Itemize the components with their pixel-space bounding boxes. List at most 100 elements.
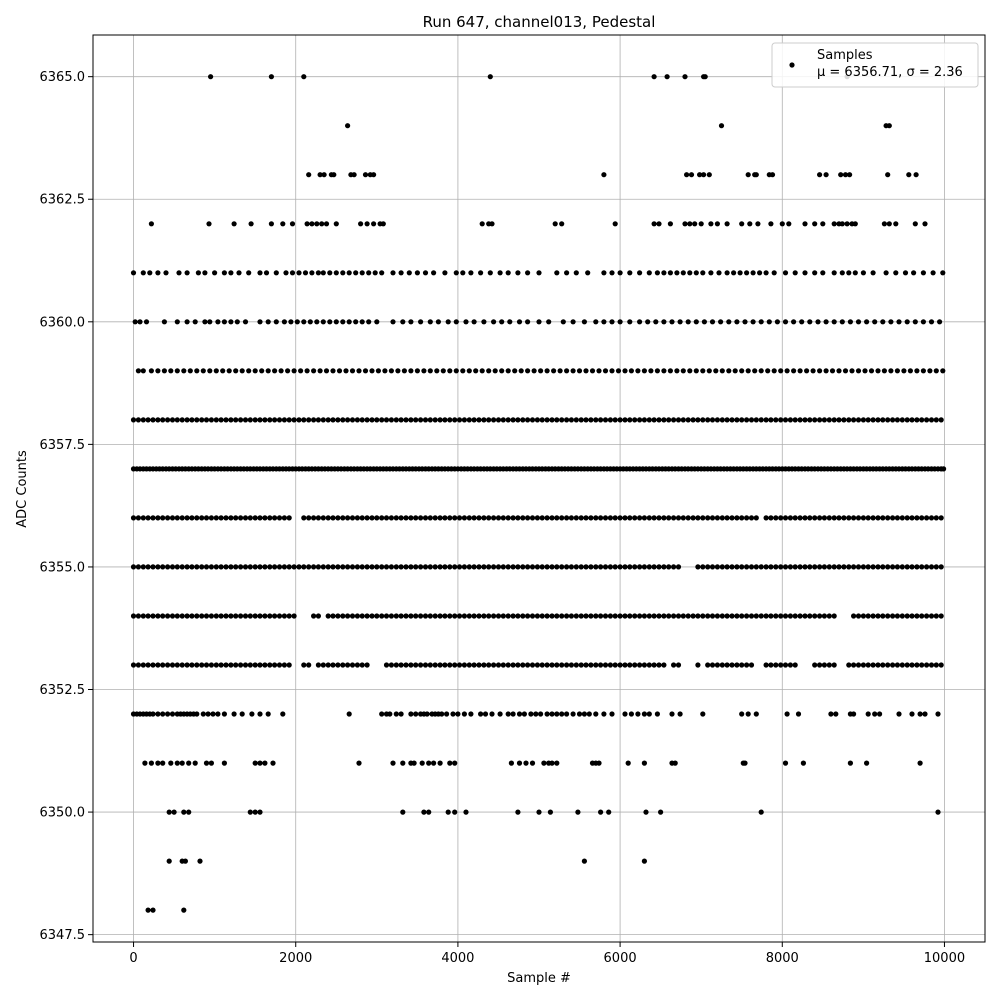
data-point (247, 613, 253, 619)
data-point (729, 515, 735, 521)
data-point (259, 368, 265, 374)
data-point (257, 515, 263, 521)
data-point (669, 319, 675, 325)
data-point (769, 172, 776, 178)
data-point (364, 515, 370, 521)
data-point (461, 613, 467, 619)
data-point (246, 270, 252, 276)
data-point (207, 368, 213, 374)
data-point (831, 515, 837, 521)
data-point (632, 564, 638, 570)
data-point (851, 613, 857, 619)
data-point (625, 760, 631, 766)
data-point (551, 368, 557, 374)
data-point (544, 368, 550, 374)
data-point (525, 515, 531, 521)
data-point (820, 221, 826, 227)
data-point (839, 270, 845, 276)
data-point (701, 172, 707, 178)
data-point (534, 417, 541, 423)
data-point (358, 221, 364, 227)
data-point (745, 172, 751, 178)
data-point (826, 515, 832, 521)
data-point (852, 221, 858, 227)
data-point (400, 760, 406, 766)
data-point (408, 564, 414, 570)
data-point (194, 417, 200, 423)
data-point (369, 368, 375, 374)
data-point (135, 564, 141, 570)
data-point (928, 319, 935, 325)
data-point (860, 515, 867, 521)
data-point (820, 270, 826, 276)
data-point (364, 662, 370, 668)
data-point (598, 515, 604, 521)
data-point (576, 711, 583, 717)
data-point (909, 564, 915, 570)
data-point (495, 564, 502, 570)
data-point (559, 515, 565, 521)
data-point (395, 368, 401, 374)
data-point (267, 515, 273, 521)
data-point (221, 270, 227, 276)
data-point (325, 662, 331, 668)
data-point (315, 417, 321, 423)
data-point (538, 368, 544, 374)
data-point (238, 417, 244, 423)
data-point (349, 613, 356, 619)
data-point (714, 221, 721, 227)
data-point (734, 515, 740, 521)
data-point (549, 417, 555, 423)
data-point (753, 417, 759, 423)
data-point (528, 711, 534, 717)
data-point (233, 368, 239, 374)
data-point (914, 564, 920, 570)
data-point (656, 564, 662, 570)
data-point (242, 613, 249, 619)
data-point (799, 319, 805, 325)
data-point (239, 711, 245, 717)
data-point (262, 760, 268, 766)
data-point (189, 417, 195, 423)
data-point (865, 613, 871, 619)
x-tick-label: 4000 (441, 951, 474, 966)
data-point (510, 515, 516, 521)
data-point (286, 417, 292, 423)
data-point (774, 319, 781, 325)
data-point (632, 515, 638, 521)
data-point (354, 613, 360, 619)
data-point (831, 270, 837, 276)
data-point (306, 172, 312, 178)
data-point (940, 368, 946, 374)
data-point (179, 515, 185, 521)
data-point (881, 368, 888, 374)
data-point (192, 760, 198, 766)
data-point (179, 613, 185, 619)
data-point (782, 662, 789, 668)
data-point (598, 564, 604, 570)
data-point (427, 368, 433, 374)
data-point (899, 613, 905, 619)
data-point (737, 270, 743, 276)
data-point (687, 221, 693, 227)
data-point (914, 613, 920, 619)
data-point (520, 564, 526, 570)
data-point (744, 613, 750, 619)
data-point (447, 662, 453, 668)
data-point (880, 319, 886, 325)
data-point (371, 172, 377, 178)
data-point (265, 711, 271, 717)
data-point (160, 613, 166, 619)
data-point (325, 613, 331, 619)
data-point (155, 711, 161, 717)
data-point (693, 368, 699, 374)
data-point (549, 515, 555, 521)
data-point (265, 319, 271, 325)
data-point (364, 417, 370, 423)
data-point (549, 613, 555, 619)
data-point (364, 564, 370, 570)
data-point (345, 662, 351, 668)
data-point (408, 319, 414, 325)
data-point (817, 515, 823, 521)
data-point (612, 564, 618, 570)
